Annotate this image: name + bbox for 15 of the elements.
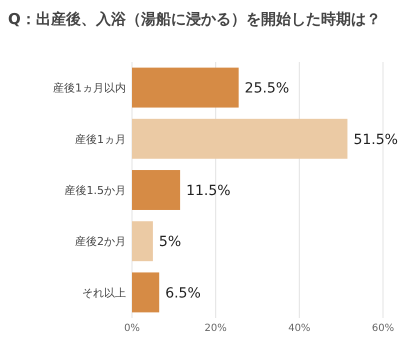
x-tick-label: 60% <box>372 323 394 334</box>
title: Q：出産後、入浴（湯船に浸かる）を開始した時期は？ <box>8 10 381 28</box>
data-label: 51.5% <box>353 132 398 148</box>
y-tick-label: それ以上 <box>82 286 126 300</box>
data-label: 6.5% <box>165 285 201 302</box>
x-tick-label: 0% <box>124 323 140 334</box>
x-tick-label: 20% <box>204 323 227 334</box>
y-tick-label: 産後2か月 <box>75 235 126 248</box>
x-tick-label: 40% <box>288 323 310 334</box>
y-tick-label: 産後1.5か月 <box>64 184 126 197</box>
data-label: 25.5% <box>244 80 290 97</box>
y-tick-label: 産後1ヵ月以内 <box>53 82 126 95</box>
y-tick-label: 産後1ヵ月 <box>75 132 126 146</box>
data-label: 5% <box>158 234 182 250</box>
data-label: 11.5% <box>186 183 231 199</box>
